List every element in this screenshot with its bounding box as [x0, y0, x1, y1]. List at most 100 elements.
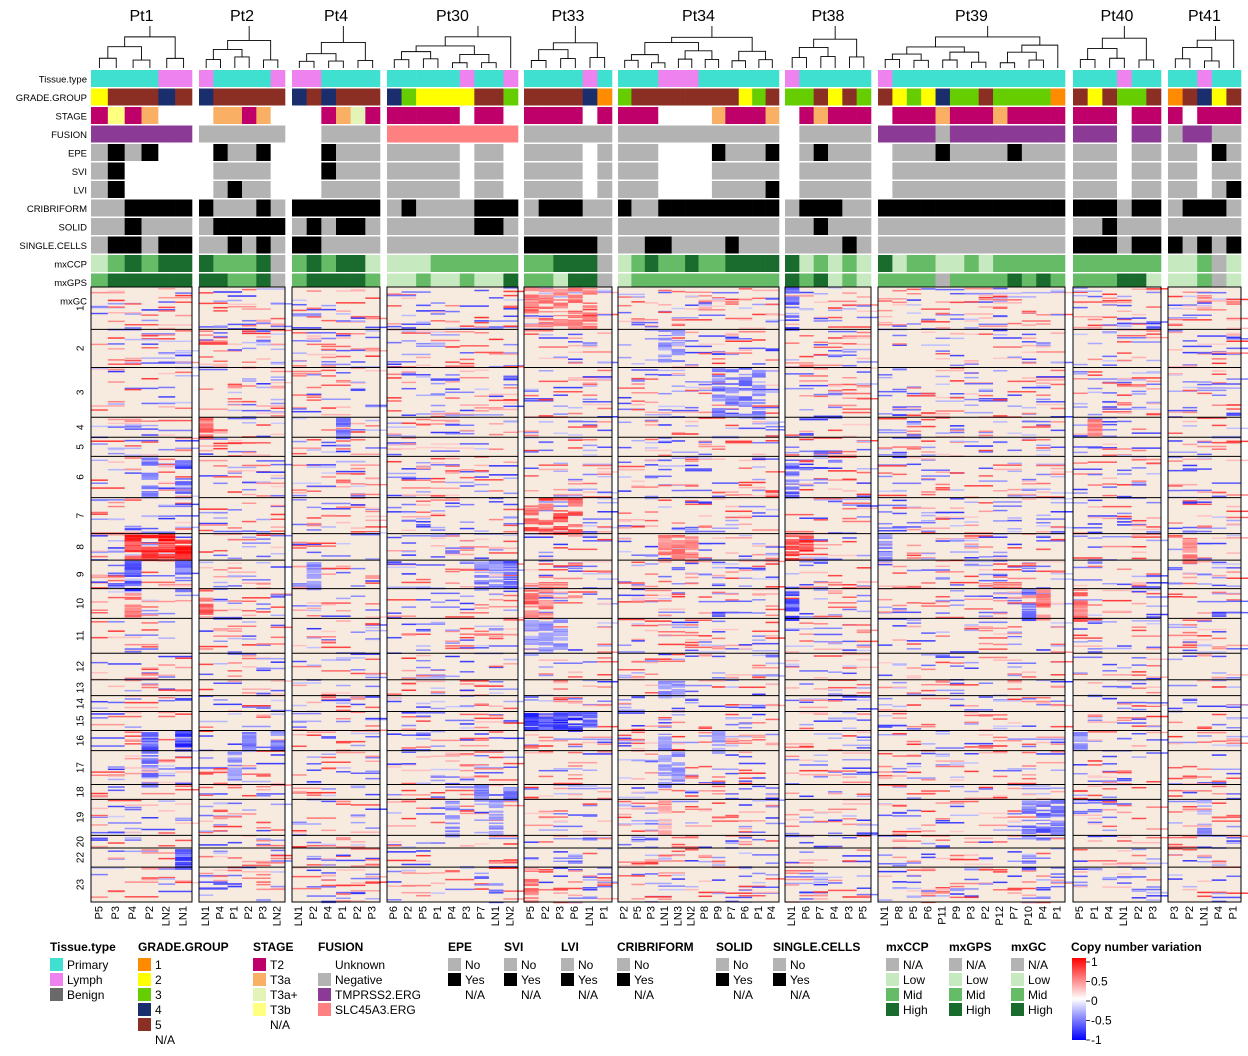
annotation-cell [292, 255, 307, 272]
cnv-event-segment [175, 555, 192, 559]
annotation-cell [1211, 236, 1227, 254]
annotation-cell [842, 70, 857, 87]
annotation-cell [685, 88, 699, 106]
cnv-event-segment [524, 717, 539, 720]
cnv-noise-segment [538, 841, 554, 843]
cnv-noise-segment [698, 644, 712, 646]
cnv-noise-segment [175, 657, 192, 659]
cnv-noise-segment [416, 321, 431, 323]
cnv-noise-segment [350, 389, 366, 391]
cnv-noise-segment [618, 668, 645, 671]
cnv-noise-segment [671, 483, 699, 486]
annotation-cell [430, 199, 446, 217]
cnv-event-segment [306, 580, 322, 585]
cnv-noise-segment [91, 845, 108, 848]
cnv-noise-segment [321, 756, 336, 759]
annotation-cell [618, 236, 632, 254]
annotation-cell [725, 107, 740, 124]
cnv-event-segment [553, 305, 568, 309]
cnv-noise-segment [503, 287, 518, 289]
annotation-cell [644, 181, 659, 198]
cnv-noise-segment [430, 739, 460, 742]
cnv-noise-segment [336, 893, 351, 895]
cnv-event-segment [124, 615, 142, 618]
cnv-event-segment [141, 766, 159, 769]
cnv-noise-segment [725, 505, 739, 508]
cnv-noise-segment [618, 402, 632, 405]
annotation-cell [582, 125, 598, 143]
cnv-noise-segment [213, 554, 228, 557]
annotation-cell [459, 199, 475, 217]
cnv-noise-segment [416, 630, 431, 632]
cnv-event-segment [524, 891, 539, 894]
annotation-cell [1007, 255, 1023, 272]
cnv-noise-segment [445, 782, 460, 785]
cnv-noise-segment [416, 521, 431, 523]
cnv-noise-segment [321, 365, 336, 367]
cnv-noise-segment [658, 454, 672, 457]
cnv-noise-segment [175, 880, 192, 882]
annotation-cell [1102, 162, 1118, 180]
annotation-cell [658, 255, 672, 272]
cnv-noise-segment [256, 603, 271, 605]
annotation-cell [401, 199, 417, 217]
annotation-cell [698, 162, 713, 180]
cnv-noise-segment [752, 441, 779, 444]
cnv-noise-segment [321, 737, 336, 739]
annotation-cell [199, 162, 214, 180]
annotation-cell [799, 181, 814, 198]
cnv-event-segment [538, 625, 554, 629]
cnv-noise-segment [430, 882, 446, 885]
cnv-noise-segment [270, 363, 285, 365]
cnv-noise-segment [365, 508, 380, 511]
cnv-noise-segment [725, 338, 753, 340]
cnv-event-segment [488, 585, 504, 588]
cnv-noise-segment [685, 573, 699, 575]
cnv-noise-segment [107, 630, 125, 632]
cnv-noise-segment [725, 896, 753, 899]
cnv-noise-segment [401, 633, 431, 635]
cnv-noise-segment [671, 535, 686, 537]
cnv-noise-segment [175, 782, 192, 785]
annotation-cell [685, 107, 699, 124]
cnv-noise-segment [474, 479, 504, 481]
annotation-cell [213, 107, 228, 124]
annotation-cell [416, 199, 431, 217]
annotation-cell [631, 125, 646, 143]
cnv-noise-segment [242, 666, 257, 668]
cnv-noise-segment [401, 332, 431, 334]
annotation-cell [474, 144, 490, 161]
cnv-noise-segment [711, 382, 726, 384]
cnv-noise-segment [256, 323, 285, 325]
cnv-event-segment [124, 545, 142, 550]
annotation-cell [336, 199, 351, 217]
cnv-noise-segment [658, 330, 672, 332]
annotation-cell [698, 199, 713, 217]
annotation-cell [91, 125, 109, 143]
cnv-noise-segment [765, 662, 779, 665]
annotation-cell [1117, 88, 1132, 106]
cnv-noise-segment [752, 674, 766, 676]
cnv-event-segment [175, 863, 192, 866]
cnv-noise-segment [107, 715, 142, 718]
cnv-noise-segment [124, 648, 159, 650]
cnv-noise-segment [321, 857, 336, 860]
cnv-noise-segment [306, 701, 322, 704]
cnv-noise-segment [306, 327, 322, 329]
cnv-event-segment [524, 867, 539, 872]
cnv-noise-segment [618, 296, 645, 298]
cnv-noise-segment [336, 698, 351, 701]
cnv-noise-segment [321, 615, 351, 617]
annotation-cell [1226, 88, 1242, 106]
cnv-noise-segment [698, 790, 726, 792]
cnv-noise-segment [503, 375, 518, 378]
cnv-noise-segment [416, 418, 431, 421]
cnv-noise-segment [445, 835, 460, 838]
cnv-noise-segment [671, 626, 699, 629]
cnv-noise-segment [553, 493, 583, 496]
cnv-noise-segment [568, 570, 583, 572]
annotation-cell [799, 162, 814, 180]
annotation-cell [175, 255, 193, 272]
cnv-noise-segment [213, 512, 228, 514]
cnv-noise-segment [597, 787, 612, 789]
